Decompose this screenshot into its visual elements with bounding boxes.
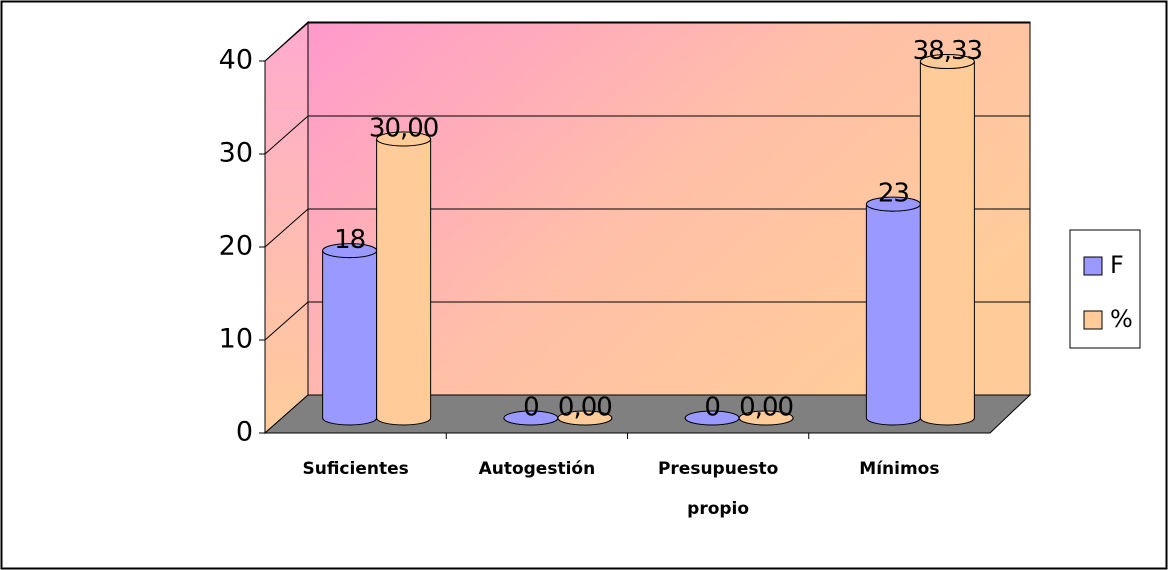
y-tick-label: 10	[219, 324, 253, 355]
grid-line	[264, 301, 1030, 341]
legend-label: %	[1110, 305, 1133, 333]
data-label: 30,00	[369, 114, 438, 144]
bar	[322, 250, 378, 426]
data-label: 23	[878, 179, 909, 209]
x-tick-label: Autogestión	[479, 459, 596, 479]
x-tick-label-line: Presupuesto	[658, 459, 778, 479]
grid-line	[264, 208, 1030, 248]
y-tick-label: 30	[219, 138, 253, 169]
legend-swatch	[1083, 256, 1103, 276]
bar	[865, 203, 921, 426]
data-label: 0,00	[558, 393, 612, 423]
y-tick-label: 0	[236, 417, 253, 448]
bar-top	[376, 131, 432, 147]
grid-line	[264, 22, 1030, 62]
x-tick-label: Suficientes	[302, 459, 408, 479]
grid-line	[264, 115, 1030, 155]
bar-top	[738, 410, 794, 426]
x-tick-label: Presupuesto propio	[658, 459, 778, 519]
y-tick-label: 40	[219, 45, 253, 76]
data-label: 0	[523, 393, 539, 423]
bar	[376, 138, 432, 426]
bar-top	[557, 410, 613, 426]
data-label: 0,00	[739, 393, 793, 423]
data-label: 18	[334, 225, 365, 255]
bar	[919, 61, 975, 426]
legend-swatch	[1083, 310, 1103, 330]
x-tick-label: Mínimos	[859, 459, 939, 479]
data-label: 0	[704, 393, 720, 423]
x-tick-label-line: propio	[687, 499, 749, 519]
legend-label: F	[1110, 251, 1124, 279]
legend	[1069, 229, 1141, 349]
data-label: 38,33	[913, 36, 982, 66]
y-tick-label: 20	[219, 231, 253, 262]
bar-top	[919, 54, 975, 70]
